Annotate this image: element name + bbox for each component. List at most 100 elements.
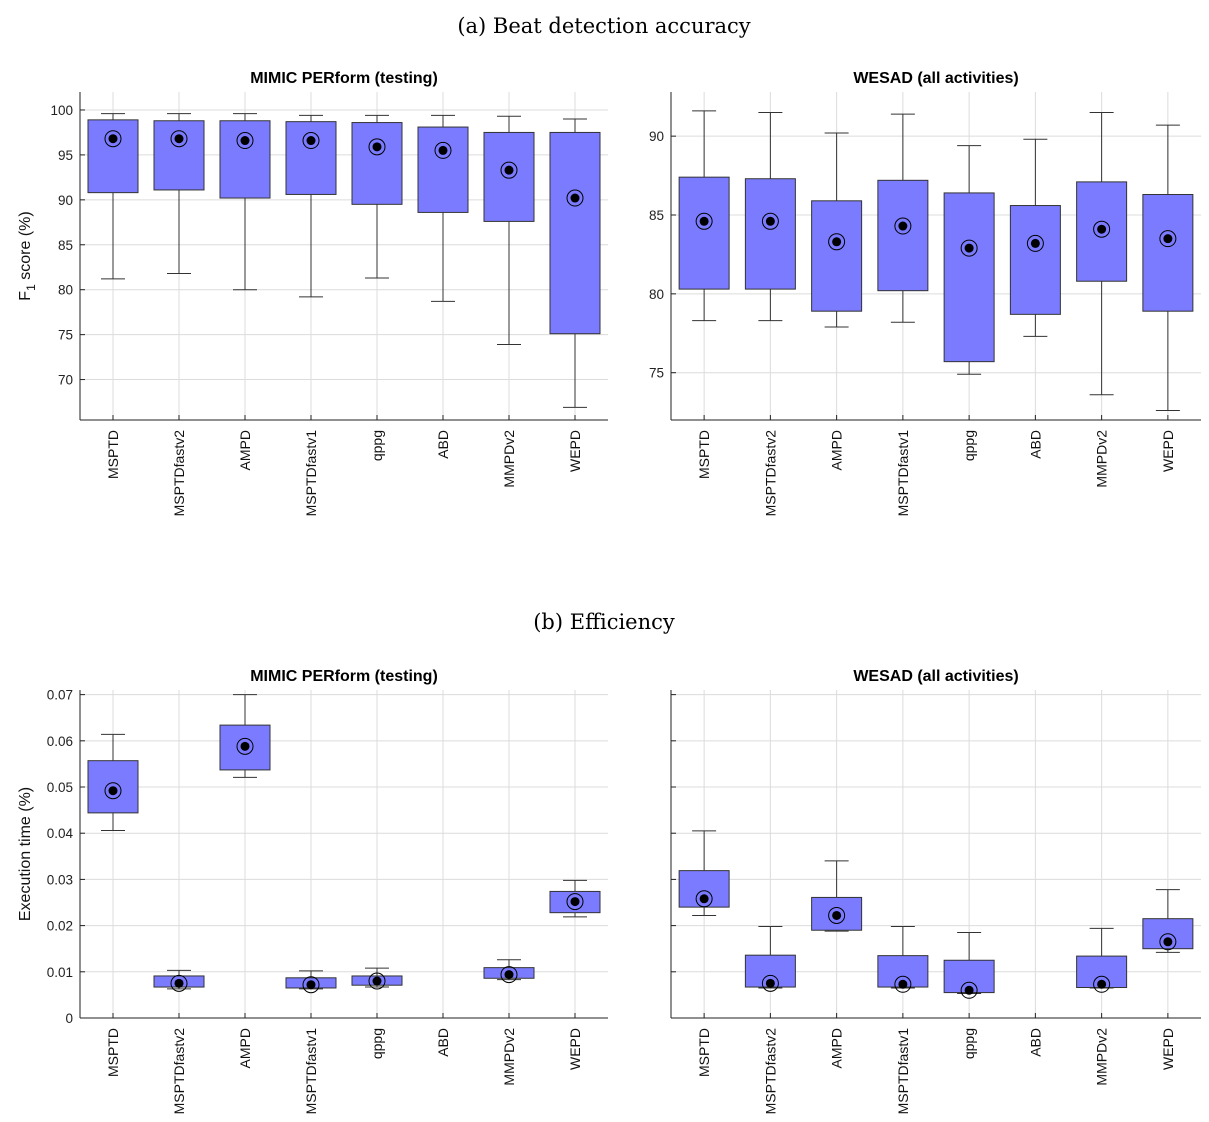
median-dot	[898, 979, 908, 989]
y-axis-label: Execution time (%)	[17, 787, 34, 921]
median-ring	[104, 130, 122, 148]
median-ring	[566, 189, 584, 207]
chart-panel-0: 70 75 80 85 90 95 100 MSPTD MSPTDfastv2 AMPD MSPTD…	[17, 70, 608, 516]
median-ring	[236, 737, 254, 755]
iqr-box	[219, 724, 271, 771]
median-ring	[170, 974, 188, 992]
median-dot	[699, 216, 709, 226]
chart-title: MIMIC PERform (testing)	[250, 70, 438, 87]
median-dot	[832, 910, 842, 920]
box-MSPTDfastv2	[744, 926, 796, 992]
box-qppg	[351, 114, 403, 279]
box-AMPD	[219, 113, 271, 291]
category-label: MMPDv2	[501, 1028, 517, 1086]
median-dot	[1097, 224, 1107, 234]
category-label: MSPTDfastv2	[171, 430, 187, 517]
median-ring	[1093, 220, 1111, 238]
category-label: ABD	[435, 430, 451, 459]
box-MMPDv2	[1076, 112, 1128, 396]
box-AMPD	[219, 694, 271, 778]
category-label: ABD	[1027, 430, 1043, 459]
y-tick-label: 70	[58, 373, 73, 388]
box-MMPDv2	[483, 115, 535, 346]
median-dot	[306, 980, 316, 990]
box-MMPDv2	[1076, 927, 1128, 993]
box-ABD	[1009, 138, 1061, 337]
median-ring	[236, 132, 254, 150]
median-ring	[368, 972, 386, 990]
median-ring	[368, 138, 386, 156]
category-label: WEPD	[567, 1028, 583, 1070]
box-qppg	[351, 967, 403, 990]
y-tick-label: 85	[58, 238, 73, 253]
iqr-box	[483, 131, 535, 222]
box-MSPTDfastv1	[285, 114, 337, 298]
median-dot	[372, 976, 382, 986]
y-tick-label: 0	[65, 1011, 73, 1026]
y-tick-label: 80	[58, 283, 73, 298]
box-MSPTDfastv2	[744, 112, 796, 322]
iqr-box	[549, 131, 601, 335]
median-ring	[894, 975, 912, 993]
y-tick-label: 0.03	[47, 872, 73, 887]
category-label: WEPD	[1160, 1028, 1176, 1070]
box-WEPD	[1142, 124, 1194, 412]
iqr-box	[285, 121, 337, 195]
y-tick-label: 0.01	[47, 965, 73, 980]
median-ring	[1026, 234, 1044, 252]
box-MSPTD	[678, 830, 730, 916]
median-dot	[174, 978, 184, 988]
y-tick-label: 0.07	[47, 688, 73, 703]
median-ring	[695, 212, 713, 230]
category-label: MSPTDfastv2	[171, 1028, 187, 1115]
box-WEPD	[549, 879, 601, 918]
iqr-box	[1076, 181, 1128, 282]
box-MSPTDfastv2	[153, 113, 205, 275]
median-ring	[695, 890, 713, 908]
median-dot	[1163, 234, 1173, 244]
category-label: MSPTD	[105, 430, 121, 479]
box-AMPD	[811, 132, 863, 328]
category-label: AMPD	[237, 1028, 253, 1068]
median-ring	[434, 141, 452, 159]
median-dot	[1030, 238, 1040, 248]
y-tick-label: 100	[50, 103, 73, 118]
category-label: MSPTD	[105, 1028, 121, 1077]
category-label: MSPTD	[696, 430, 712, 479]
iqr-box	[1142, 194, 1194, 312]
y-tick-label: 95	[58, 148, 73, 163]
iqr-box	[678, 176, 730, 290]
median-ring	[566, 893, 584, 911]
median-dot	[570, 897, 580, 907]
chart-panel-1: 75 80 85 90 MSPTD MSPTDfastv2 AMPD MSPTDfastv1 q…	[649, 70, 1201, 516]
iqr-box	[877, 179, 929, 292]
iqr-box	[1009, 205, 1061, 315]
box-MSPTDfastv1	[877, 113, 929, 323]
box-WEPD	[549, 118, 601, 408]
chart-title: WESAD (all activities)	[853, 70, 1018, 87]
category-label: MSPTDfastv1	[303, 1028, 319, 1115]
chart-title: MIMIC PERform (testing)	[250, 668, 438, 685]
median-ring	[500, 966, 518, 984]
section-title-a: (a) Beat detection accuracy	[457, 14, 750, 38]
chart-panel-3: MSPTD MSPTDfastv2 AMPD MSPTDfastv1 qppg ABD MM…	[670, 668, 1201, 1115]
median-dot	[372, 142, 382, 152]
category-label: MSPTDfastv2	[762, 430, 778, 517]
category-label: AMPD	[237, 430, 253, 470]
y-tick-label: 90	[58, 193, 73, 208]
y-tick-label: 0.05	[47, 780, 73, 795]
category-label: WEPD	[1160, 430, 1176, 472]
y-tick-label: 0.04	[47, 826, 74, 841]
iqr-box	[811, 200, 863, 312]
median-ring	[894, 217, 912, 235]
iqr-box	[744, 178, 796, 290]
category-label: ABD	[1027, 1028, 1043, 1057]
median-dot	[438, 145, 448, 155]
median-ring	[828, 906, 846, 924]
median-dot	[832, 237, 842, 247]
category-label: qppg	[961, 1028, 977, 1059]
box-AMPD	[811, 860, 863, 932]
category-label: MSPTDfastv2	[762, 1028, 778, 1115]
category-label: AMPD	[829, 1028, 845, 1068]
